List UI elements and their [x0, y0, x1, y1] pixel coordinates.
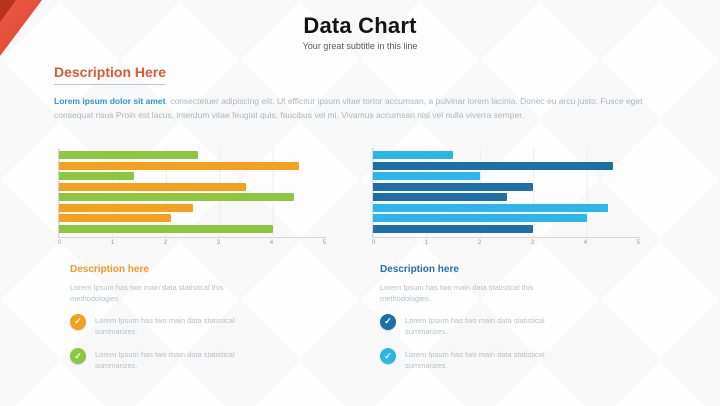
bullet-text: Lorem Ipsum has two main data statistica… — [405, 315, 545, 336]
bar — [373, 225, 534, 233]
bar — [373, 193, 507, 201]
x-axis: 0 1 2 3 4 5 — [372, 240, 640, 246]
description-lead: Lorem ipsum dolor sit amet — [54, 96, 166, 106]
bar-chart-right: 0 1 2 3 4 5 — [372, 148, 640, 246]
x-tick-label: 5 — [322, 240, 326, 246]
bar — [59, 214, 172, 222]
bar-group — [373, 172, 640, 191]
x-tick-label: 0 — [58, 240, 62, 246]
bar — [59, 183, 246, 191]
bar — [373, 172, 480, 180]
bullet-item: ✓ Lorem Ipsum has two main data statisti… — [380, 313, 616, 338]
bar-group — [373, 214, 640, 233]
panel-text: Lorem Ipsum has two main data statistica… — [380, 283, 534, 304]
bar-group — [59, 172, 326, 191]
x-tick-label: 4 — [269, 240, 274, 246]
panel-heading: Description here — [70, 264, 149, 275]
bar-group — [59, 214, 326, 233]
bar — [59, 225, 273, 233]
bullet-text: Lorem Ipsum has two main data statistica… — [405, 350, 545, 371]
check-icon: ✓ — [70, 313, 86, 330]
bar — [373, 183, 534, 191]
x-tick-label: 4 — [583, 240, 588, 246]
check-icon: ✓ — [380, 348, 396, 364]
bar — [373, 162, 614, 170]
description-body: , consectetuer adipiscing elit. Ut effic… — [54, 96, 643, 120]
panel-right: Description here Lorem Ipsum has two mai… — [380, 264, 616, 383]
x-tick-label: 2 — [163, 240, 168, 246]
bar-chart-left: 0 1 2 3 4 5 — [58, 148, 326, 246]
bar — [59, 193, 294, 201]
bar — [59, 172, 134, 180]
bar — [59, 162, 300, 170]
bullet-text: Lorem Ipsum has two main data statistica… — [95, 350, 235, 371]
bar-group — [59, 193, 326, 212]
x-tick-label: 1 — [110, 240, 115, 246]
section-heading: Description Here — [54, 64, 167, 85]
bar — [373, 214, 587, 222]
bar — [59, 151, 198, 159]
bar-group — [59, 151, 326, 170]
plot-area — [372, 148, 640, 238]
bar — [373, 204, 608, 212]
check-icon: ✓ — [70, 348, 86, 364]
x-tick-label: 5 — [636, 240, 640, 246]
bullet-item: ✓ Lorem Ipsum has two main data statisti… — [380, 348, 616, 372]
bar-group — [373, 151, 640, 170]
description-paragraph: Lorem ipsum dolor sit amet, consectetuer… — [54, 95, 670, 122]
check-icon: ✓ — [380, 313, 396, 330]
bullet-text: Lorem Ipsum has two main data statistica… — [95, 315, 235, 336]
bar — [59, 204, 193, 212]
x-tick-label: 0 — [372, 240, 376, 246]
panel-text: Lorem Ipsum has two main data statistica… — [70, 283, 224, 304]
plot-area — [58, 148, 326, 238]
x-axis: 0 1 2 3 4 5 — [58, 240, 326, 246]
page-subtitle: Your great subtitle in this line — [302, 41, 418, 51]
bar — [373, 151, 454, 159]
panel-heading: Description here — [380, 264, 459, 275]
page-title: Data Chart — [303, 13, 417, 38]
bullet-item: ✓ Lorem Ipsum has two main data statisti… — [70, 313, 306, 338]
x-tick-label: 3 — [216, 240, 221, 246]
bullet-item: ✓ Lorem Ipsum has two main data statisti… — [70, 348, 306, 372]
x-tick-label: 3 — [530, 240, 535, 246]
x-tick-label: 1 — [424, 240, 429, 246]
x-tick-label: 2 — [477, 240, 482, 246]
panel-left: Description here Lorem Ipsum has two mai… — [70, 264, 306, 383]
bar-group — [373, 193, 640, 212]
